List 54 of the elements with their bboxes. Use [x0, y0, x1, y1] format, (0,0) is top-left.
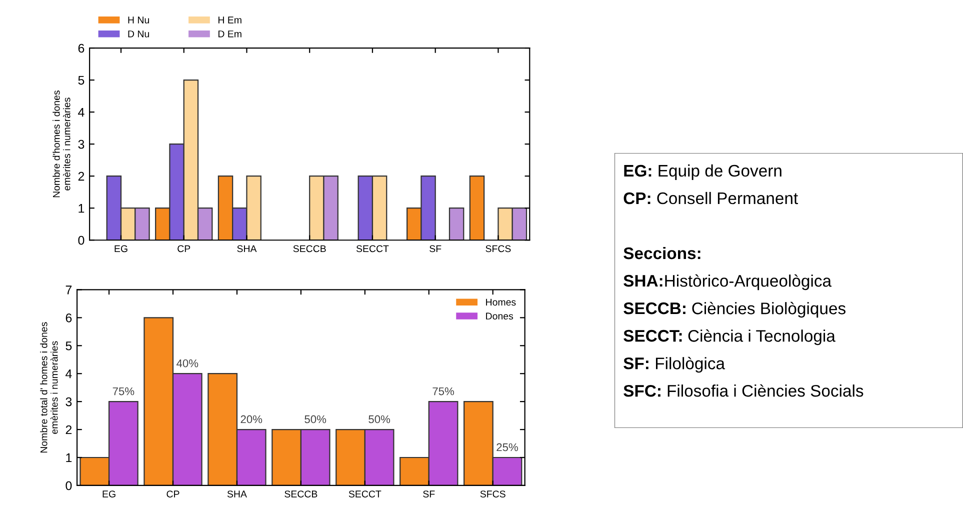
y-tick-label: 3	[78, 140, 84, 149]
y-tick-label: 5	[66, 342, 72, 350]
x-tick-label: EG	[102, 490, 116, 498]
x-tick-label: CP	[178, 245, 190, 252]
x-tick-label: SECCT	[348, 490, 382, 498]
annotation: 75%	[112, 387, 134, 396]
legend-label: H Em	[218, 16, 242, 24]
y-tick-label: 3	[66, 397, 72, 406]
annotation: 50%	[304, 415, 326, 424]
annotation: 20%	[240, 415, 262, 424]
y-tick-label: 4	[66, 370, 72, 378]
text: SFC: Filosofia i Ciències Socials	[624, 384, 864, 397]
y-tick-label: 1	[66, 453, 72, 462]
y-tick-label: 0	[78, 236, 84, 245]
y-tick-label: 7	[66, 286, 72, 294]
y-tick-label: 4	[78, 108, 84, 117]
annotation: 40%	[176, 359, 198, 368]
text: CP: Consell Permanent	[624, 192, 798, 204]
y-axis-title: Nombre total d' homes i dones emèrites i numeràries	[40, 322, 58, 453]
x-tick-label: SECCB	[284, 490, 318, 498]
y-axis-title: Nombre d'homes i dones emèrites i numeràries	[52, 90, 70, 198]
bar	[469, 176, 485, 240]
y-tick-label: 6	[78, 44, 84, 53]
x-tick-label: SECCT	[356, 245, 389, 252]
x-tick-label: CP	[166, 490, 180, 498]
legend-label: Dones	[486, 312, 514, 320]
text: SHA:Històrico-Arqueològica	[624, 274, 832, 290]
y-tick-label: 2	[66, 425, 72, 434]
text: EG: Equip de Govern	[624, 164, 782, 180]
text: SECCT: Ciència i Tecnologia	[624, 329, 836, 346]
x-tick-label: SF	[423, 490, 435, 498]
y-tick-label: 6	[66, 313, 72, 322]
x-tick-label: SHA	[237, 245, 257, 252]
text: SECCB: Ciències Biològiques	[624, 302, 846, 318]
x-tick-label: SF	[430, 245, 442, 252]
text: SF: Filològica	[624, 356, 726, 373]
bar	[448, 208, 464, 240]
x-tick-label: SFCS	[480, 490, 506, 498]
y-tick-label: 0	[66, 481, 72, 490]
annotation: 75%	[432, 387, 454, 396]
annotation: 25%	[496, 443, 518, 452]
y-tick-label: 2	[78, 172, 84, 181]
legend-label: Homes	[486, 298, 516, 306]
x-tick-label: EG	[114, 245, 128, 252]
x-tick-label: SFCS	[486, 245, 511, 252]
legend-label: D Em	[218, 30, 242, 38]
x-tick-label: SHA	[227, 490, 247, 498]
y-tick-label: 5	[78, 76, 84, 85]
legend-label: D Nu	[128, 30, 149, 38]
annotation: 50%	[368, 415, 390, 424]
text: Seccions:	[624, 246, 700, 260]
x-tick-label: SECCB	[293, 245, 326, 252]
legend-label: H Nu	[128, 16, 149, 24]
y-tick-label: 1	[78, 204, 84, 213]
